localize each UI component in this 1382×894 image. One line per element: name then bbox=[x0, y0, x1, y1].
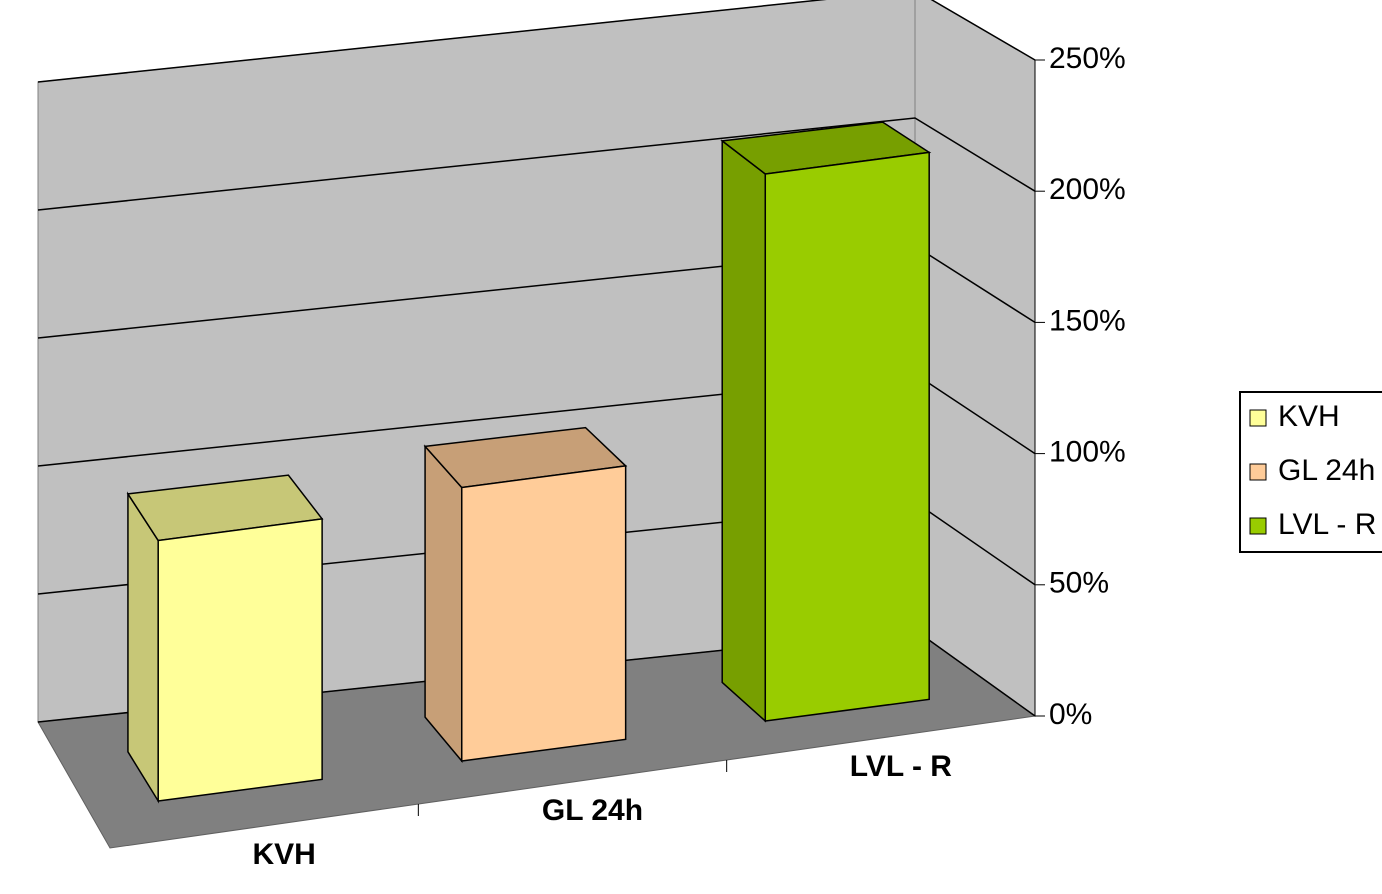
legend-label: LVL - R bbox=[1278, 508, 1376, 541]
bar-front bbox=[764, 151, 930, 722]
legend-swatch bbox=[1249, 517, 1267, 535]
legend-swatch bbox=[1249, 463, 1267, 481]
legend-label: GL 24h bbox=[1278, 454, 1375, 487]
bar bbox=[423, 426, 628, 764]
x-tick-label: GL 24h bbox=[542, 794, 643, 827]
y-tick-label: 50% bbox=[1049, 567, 1109, 600]
bar bbox=[720, 121, 932, 723]
x-tick-label: KVH bbox=[252, 838, 315, 871]
y-tick-label: 250% bbox=[1049, 42, 1126, 75]
x-tick-label: LVL - R bbox=[850, 750, 953, 783]
bar-side bbox=[721, 139, 767, 723]
grid-line bbox=[37, 0, 1036, 83]
y-tick-label: 150% bbox=[1049, 304, 1126, 337]
legend-swatch bbox=[1249, 409, 1267, 427]
y-tick-label: 200% bbox=[1049, 173, 1126, 206]
grid-line bbox=[37, 117, 1036, 211]
legend-label: KVH bbox=[1278, 400, 1340, 433]
bar-front bbox=[157, 518, 323, 802]
bar-side bbox=[127, 491, 159, 804]
bar bbox=[126, 474, 324, 804]
y-tick-label: 100% bbox=[1049, 436, 1126, 469]
bar-side bbox=[424, 444, 463, 764]
bar-front bbox=[460, 465, 627, 762]
y-tick-label: 0% bbox=[1049, 698, 1092, 731]
side-wall bbox=[914, 0, 1036, 717]
